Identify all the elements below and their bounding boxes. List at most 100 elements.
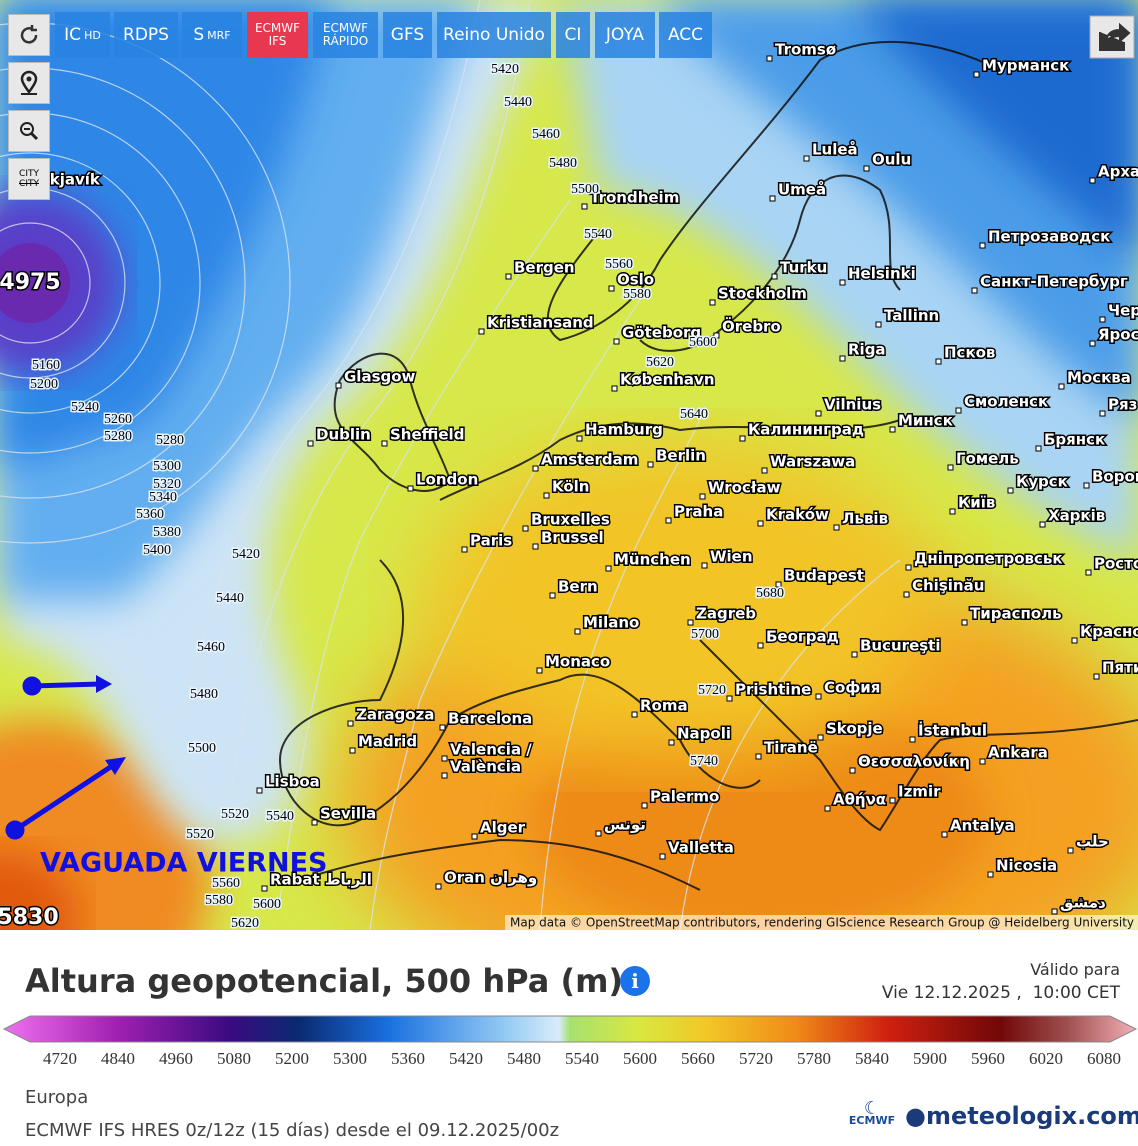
city-label: Петрозаводск <box>988 228 1110 246</box>
model-label: HD <box>84 28 101 42</box>
model-button[interactable]: IC HD <box>55 12 110 58</box>
reload-icon <box>20 25 38 44</box>
model-info: ECMWF IFS HRES 0z/12z (15 días) desde el… <box>25 1120 560 1141</box>
model-button[interactable]: ECMWF IFS <box>247 12 308 58</box>
city-marker <box>611 385 618 392</box>
city-label: Дніпропетровськ <box>914 550 1063 568</box>
city-label: Oran وهران <box>444 869 537 887</box>
city-label: Glasgow <box>344 368 416 386</box>
model-button[interactable]: GFS <box>383 12 432 58</box>
city-marker <box>581 203 588 210</box>
info-button[interactable]: i <box>620 966 650 996</box>
city-marker <box>665 517 672 524</box>
model-label: JOYA <box>605 24 645 45</box>
model-label: RÁPIDO <box>322 34 369 48</box>
model-label: S <box>193 24 205 45</box>
city-label: Skopje <box>826 720 883 738</box>
city-label: Тирасполь <box>970 605 1062 623</box>
model-label: GFS <box>390 24 425 45</box>
city-marker <box>889 426 896 433</box>
city-label: Napoli <box>677 725 731 743</box>
model-button[interactable]: S MRF <box>182 12 242 58</box>
colorbar-tick-label: 5840 <box>855 1049 889 1068</box>
colorbar-tick-label: 5200 <box>275 1049 309 1068</box>
city-label: ykjavík <box>40 171 101 189</box>
city-label: Palermo <box>650 788 719 806</box>
city-label: Praha <box>674 503 723 521</box>
city-marker <box>543 492 550 499</box>
city-label: Београд <box>766 628 839 646</box>
city-label: Санкт-Петербург <box>980 273 1128 291</box>
city-marker <box>608 285 615 292</box>
city-marker <box>909 736 916 743</box>
city-marker <box>757 520 764 527</box>
contour-label: 5540 <box>266 809 294 824</box>
city-label: Смоленск <box>964 393 1048 411</box>
city-marker <box>699 493 706 500</box>
contour-label: 5280 <box>104 429 132 444</box>
city-toggle[interactable]: CITY CITY <box>8 158 50 200</box>
city-label: Kristiansand <box>487 314 594 332</box>
city-marker <box>439 724 446 731</box>
city-marker <box>739 435 746 442</box>
city-marker <box>863 165 870 172</box>
city-label: Bergen <box>514 259 575 277</box>
arrow <box>31 681 101 689</box>
contour-label: 5360 <box>136 507 164 522</box>
share-button[interactable] <box>1089 15 1135 59</box>
city-label: Θεσσαλονίκη <box>858 753 970 771</box>
zoom-icon <box>20 122 39 141</box>
city-label: Chişinău <box>912 577 984 595</box>
city-label: Helsinki <box>848 265 916 283</box>
contour-label: 5300 <box>153 459 181 474</box>
location-icon <box>20 70 38 95</box>
contour-label: 5560 <box>212 876 240 891</box>
city-label: Гомель <box>956 450 1019 468</box>
city-marker <box>1099 316 1106 323</box>
zoom-button[interactable] <box>8 110 50 152</box>
attribution: Map data © OpenStreetMap contributors, r… <box>510 916 1134 930</box>
trough-arrows <box>5 675 126 840</box>
city-label: Sevilla <box>320 805 376 823</box>
contour-label: 5420 <box>491 62 519 77</box>
city-label: Milano <box>583 614 639 632</box>
model-label: ECMWF <box>254 21 301 35</box>
city-toggle-label: CITY <box>19 169 39 179</box>
reload-button[interactable] <box>8 14 50 56</box>
city-marker <box>576 435 583 442</box>
city-label: Alger <box>480 819 526 837</box>
map: Tromsø Мурманск Luleå Oulu Арха ykjavík Umeå Tr… <box>0 0 1138 930</box>
city-marker <box>1089 177 1096 184</box>
city-marker <box>1085 569 1092 576</box>
contour-label: 5500 <box>571 182 599 197</box>
share-icon[interactable] <box>1099 22 1131 51</box>
city-toggle-label: CITY <box>19 179 39 189</box>
colorbar-tick-label: 5900 <box>913 1049 947 1068</box>
contour-label: 5500 <box>188 741 216 756</box>
city-label: Hamburg <box>585 421 663 439</box>
city-label: Минск <box>898 412 953 430</box>
city-label: دمشق <box>1060 894 1106 912</box>
city-label: Харків <box>1048 507 1105 525</box>
city-marker <box>815 693 822 700</box>
city-marker <box>824 805 831 812</box>
colorbar-tick-label: 5300 <box>333 1049 367 1068</box>
model-button[interactable]: RDPS <box>114 12 178 58</box>
model-button[interactable]: JOYA <box>595 12 655 58</box>
city-label: Dublin <box>316 426 371 444</box>
colorbar-tick-label: 5080 <box>217 1049 251 1068</box>
city-label: Rabat الرباط <box>270 871 372 889</box>
model-button[interactable]: ACC <box>659 12 712 58</box>
location-button[interactable] <box>8 62 50 104</box>
model-button[interactable]: CI <box>556 12 590 58</box>
city-marker <box>803 155 810 162</box>
city-label: Nicosia <box>996 857 1057 875</box>
annotation: VAGUADA VIERNES <box>40 848 327 879</box>
city-label: Köln <box>552 478 590 496</box>
city-label: Stockholm <box>718 285 807 303</box>
city-marker <box>755 753 762 760</box>
city-marker <box>971 287 978 294</box>
model-button[interactable]: Reino Unido <box>437 12 551 58</box>
model-button[interactable]: ECMWF RÁPIDO <box>313 12 378 58</box>
city-marker <box>536 667 543 674</box>
